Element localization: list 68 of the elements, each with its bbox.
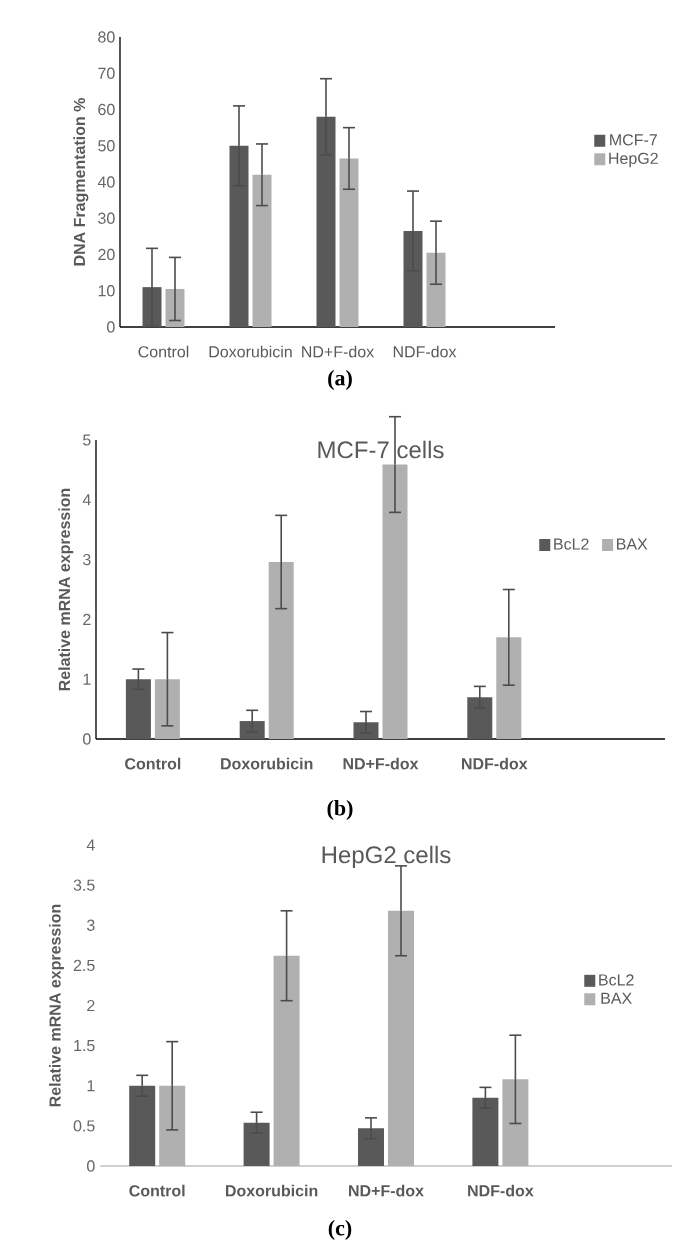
bar — [403, 230, 423, 328]
x-tick-label: Doxorubicin — [225, 1184, 318, 1197]
bar — [252, 174, 272, 328]
legend-label: HepG2 — [609, 152, 658, 168]
legend-label: BcL2 — [554, 538, 589, 550]
x-tick-label: NDF-dox — [393, 345, 457, 358]
y-axis-title: Relative mRNA expression — [58, 488, 74, 691]
legend-label: BAX — [601, 992, 632, 1004]
bar — [273, 955, 300, 1166]
x-tick-label: Doxorubicin — [209, 345, 292, 358]
legend-label: MCF-7 — [610, 134, 657, 146]
y-tick-label: 2 — [83, 613, 91, 625]
y-tick-label: 1.5 — [74, 1040, 95, 1052]
y-axis-title: DNA Fragmentation % — [73, 98, 89, 266]
chart-title: MCF-7 cells — [318, 440, 444, 459]
bar — [239, 721, 265, 739]
bar — [125, 679, 151, 739]
x-tick-label: Doxorubicin — [221, 757, 313, 770]
y-tick-label: 1 — [83, 673, 91, 685]
y-tick-label: 0 — [87, 1160, 95, 1172]
bar — [387, 910, 414, 1166]
y-tick-label: 2.5 — [73, 959, 95, 972]
x-tick-label: Control — [129, 1184, 185, 1197]
x-tick-label: ND+F-dox — [343, 757, 419, 770]
bar — [496, 637, 522, 739]
bar — [129, 1085, 156, 1166]
y-tick-label: 70 — [98, 67, 115, 79]
y-tick-label: 4 — [82, 494, 91, 506]
y-tick-label: 3 — [83, 553, 91, 566]
bar — [472, 1097, 499, 1166]
bar — [382, 464, 408, 739]
y-tick-label: 0 — [107, 321, 115, 333]
y-tick-label: 0.5 — [73, 1120, 95, 1132]
bar — [316, 116, 336, 328]
y-tick-label: 2 — [87, 999, 95, 1012]
y-tick-label: 1 — [87, 1080, 95, 1092]
y-tick-label: 0 — [83, 733, 91, 745]
bar — [467, 697, 493, 739]
text: (c) — [328, 1220, 352, 1240]
x-tick-label: NDF-dox — [462, 757, 528, 770]
y-tick-label: 30 — [98, 212, 115, 224]
text: (b) — [327, 800, 353, 820]
y-tick-label: 80 — [98, 31, 115, 43]
x-tick-label: ND+F-dox — [302, 345, 374, 358]
bar — [357, 1128, 384, 1166]
y-tick-label: 20 — [98, 248, 115, 261]
text: (a) — [328, 370, 352, 390]
legend-label: BcL2 — [599, 974, 634, 986]
chart-title: HepG2 cells — [322, 845, 451, 869]
bar — [229, 145, 249, 328]
x-tick-label: Control — [138, 345, 189, 358]
legend-label: BAX — [617, 538, 648, 550]
bar — [268, 562, 294, 739]
y-tick-label: 60 — [98, 103, 115, 116]
y-axis-title: Relative mRNA expression — [48, 904, 64, 1107]
x-tick-label: ND+F-dox — [349, 1184, 424, 1197]
x-tick-label: NDF-dox — [468, 1184, 534, 1197]
bar — [339, 158, 359, 328]
y-tick-label: 3.5 — [73, 879, 95, 891]
y-tick-label: 40 — [97, 176, 115, 188]
y-tick-label: 10 — [98, 285, 115, 297]
y-tick-label: 3 — [87, 919, 95, 931]
bar — [426, 252, 446, 328]
y-tick-label: 50 — [98, 140, 115, 152]
x-tick-label: Control — [125, 757, 181, 770]
y-tick-label: 4 — [86, 839, 95, 851]
y-tick-label: 5 — [83, 434, 91, 446]
bar — [243, 1122, 270, 1166]
